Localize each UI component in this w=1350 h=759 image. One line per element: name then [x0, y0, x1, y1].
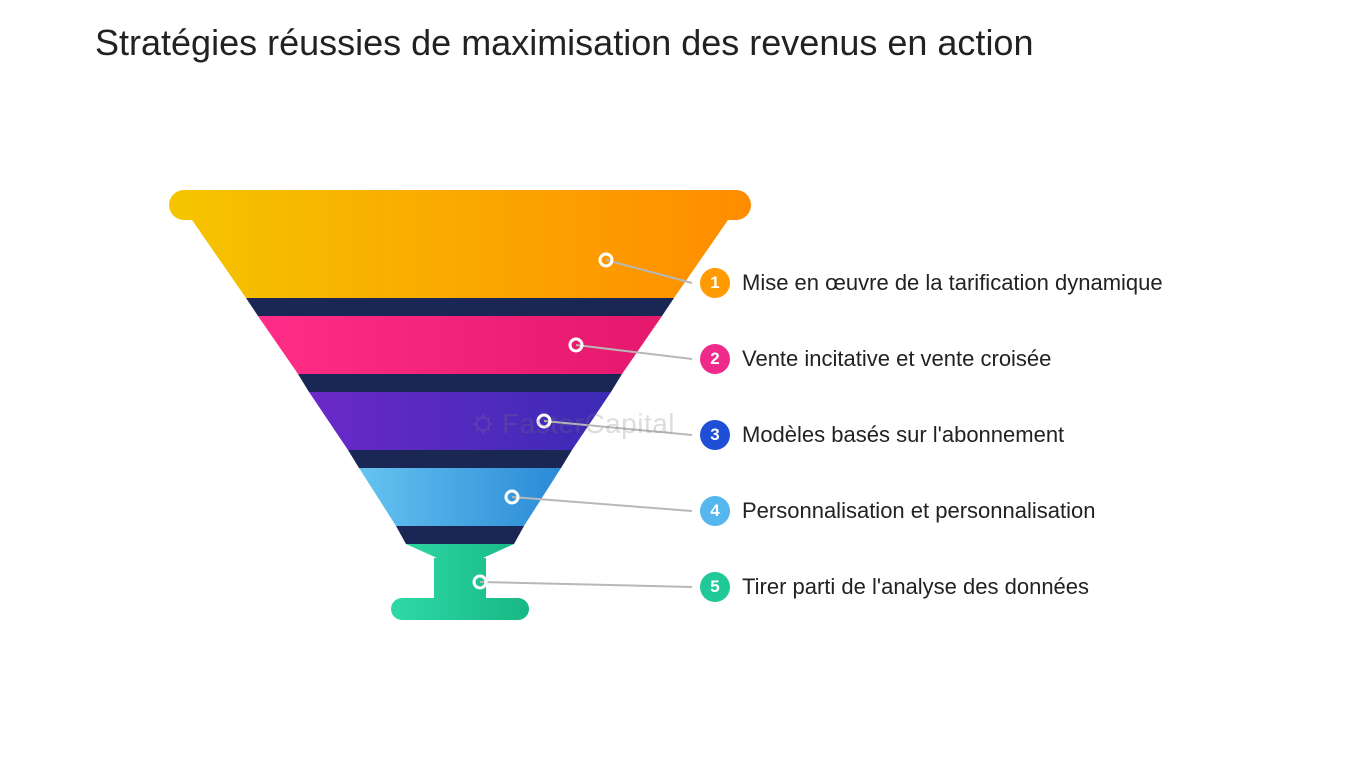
funnel-label-4: Personnalisation et personnalisation	[742, 498, 1095, 524]
funnel-badge-5: 5	[700, 572, 730, 602]
funnel-item-5: 5 Tirer parti de l'analyse des données	[700, 572, 1089, 602]
funnel-item-1: 1 Mise en œuvre de la tarification dynami…	[700, 268, 1163, 298]
funnel-item-4: 4 Personnalisation et personnalisation	[700, 496, 1095, 526]
funnel-badge-1: 1	[700, 268, 730, 298]
watermark: FasterCapital	[470, 408, 675, 440]
funnel-badge-3: 3	[700, 420, 730, 450]
funnel-badge-4: 4	[700, 496, 730, 526]
funnel-label-1: Mise en œuvre de la tarification dynamiq…	[742, 270, 1163, 296]
funnel-badge-2: 2	[700, 344, 730, 374]
funnel-item-3: 3 Modèles basés sur l'abonnement	[700, 420, 1064, 450]
funnel-label-3: Modèles basés sur l'abonnement	[742, 422, 1064, 448]
funnel-label-5: Tirer parti de l'analyse des données	[742, 574, 1089, 600]
funnel-item-2: 2 Vente incitative et vente croisée	[700, 344, 1051, 374]
funnel-diagram	[0, 0, 1350, 759]
funnel-label-2: Vente incitative et vente croisée	[742, 346, 1051, 372]
